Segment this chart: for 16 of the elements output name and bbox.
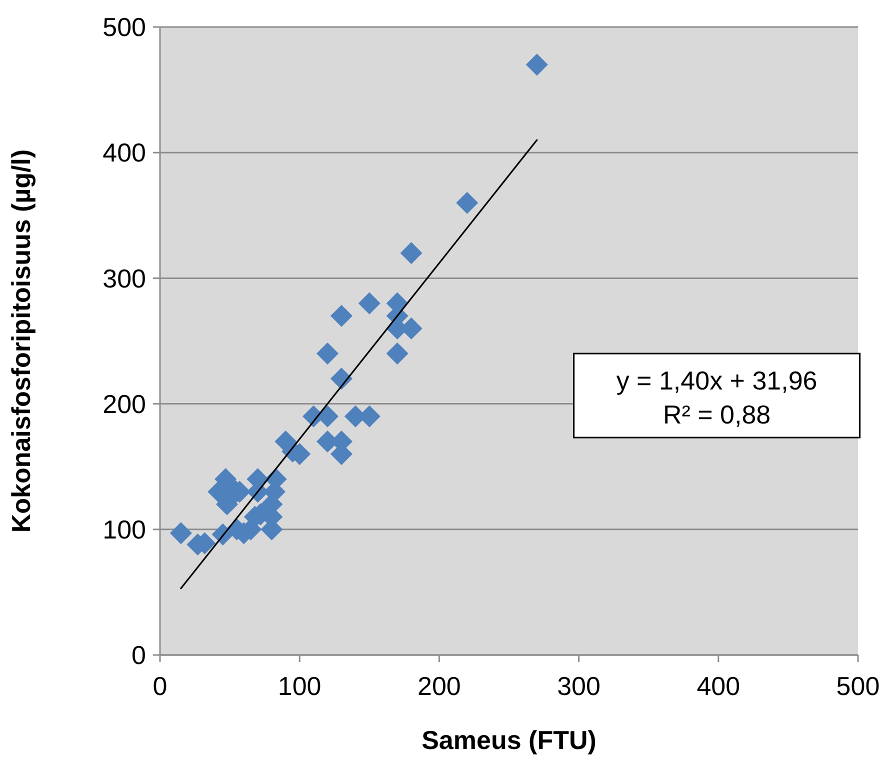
x-tick-label: 500	[836, 671, 880, 701]
y-axis-title: Kokonaisfosforipitoisuus (µg/l)	[6, 149, 36, 533]
y-tick-label: 300	[102, 263, 146, 294]
x-tick-label: 0	[152, 671, 168, 701]
x-tick-label: 100	[278, 671, 322, 701]
x-tick-label: 200	[418, 671, 461, 701]
y-tick-label: 100	[102, 514, 146, 544]
x-axis-title: Sameus (FTU)	[422, 725, 596, 755]
x-tick-label: 300	[557, 671, 600, 701]
y-tick-label: 400	[102, 138, 146, 168]
y-tick-label: 0	[132, 640, 146, 670]
y-tick-label: 200	[102, 388, 146, 419]
annotation: y = 1,40x + 31,96	[616, 366, 818, 396]
y-tick-label: 500	[102, 12, 146, 42]
annotation: R² = 0,88	[662, 400, 771, 430]
x-tick-label: 400	[696, 671, 740, 701]
